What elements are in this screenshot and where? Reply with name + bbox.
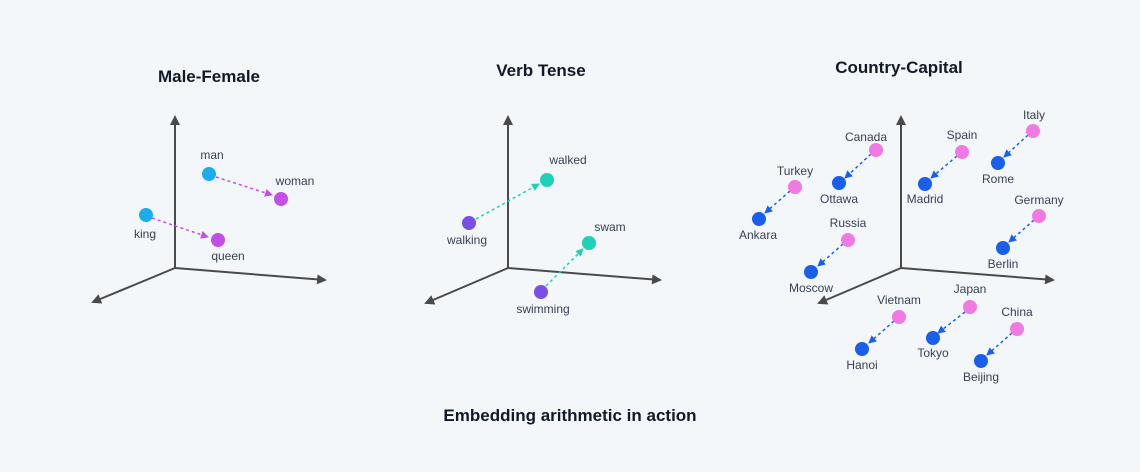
axes xyxy=(91,115,327,304)
panel-country-capital: Country-Capital xyxy=(739,58,1064,384)
panel-verb-tense: Verb Tense walked walking swam swimming xyxy=(424,61,662,316)
point-japan xyxy=(963,300,977,314)
italy-to-rome-arrow xyxy=(1003,134,1029,158)
axes xyxy=(424,115,662,305)
label-spain: Spain xyxy=(947,128,978,142)
label-germany: Germany xyxy=(1014,193,1063,207)
label-japan: Japan xyxy=(954,282,987,296)
point-ottawa xyxy=(832,176,846,190)
label-tokyo: Tokyo xyxy=(917,346,949,360)
label-madrid: Madrid xyxy=(907,192,944,206)
footer-caption: Embedding arithmetic in action xyxy=(443,406,696,425)
label-canada: Canada xyxy=(845,130,887,144)
panel-title: Male-Female xyxy=(158,67,260,86)
point-germany xyxy=(1032,209,1046,223)
point-madrid xyxy=(918,177,932,191)
panel-title: Country-Capital xyxy=(835,58,963,77)
point-berlin xyxy=(996,241,1010,255)
label-turkey: Turkey xyxy=(777,164,813,178)
man-to-woman-arrow xyxy=(215,176,273,197)
label-china: China xyxy=(1001,305,1033,319)
germany-to-berlin-arrow xyxy=(1008,219,1035,243)
panel-title: Verb Tense xyxy=(496,61,585,80)
point-turkey xyxy=(788,180,802,194)
point-man xyxy=(202,167,216,181)
point-walking xyxy=(462,216,476,230)
z-axis xyxy=(817,267,902,305)
label-russia: Russia xyxy=(830,216,867,230)
point-moscow xyxy=(804,265,818,279)
swimming-to-swam-arrow xyxy=(545,248,584,287)
label-vietnam: Vietnam xyxy=(877,293,921,307)
point-swimming xyxy=(534,285,548,299)
point-tokyo xyxy=(926,331,940,345)
z-axis xyxy=(91,267,176,304)
x-axis xyxy=(507,267,662,285)
label-italy: Italy xyxy=(1023,108,1045,122)
canada-to-ottawa-arrow xyxy=(844,153,872,179)
label-queen: queen xyxy=(211,249,244,263)
point-rome xyxy=(991,156,1005,170)
label-beijing: Beijing xyxy=(963,370,999,384)
point-canada xyxy=(869,143,883,157)
z-axis xyxy=(424,267,509,305)
point-ankara xyxy=(752,212,766,226)
point-italy xyxy=(1026,124,1040,138)
walking-to-walked-arrow xyxy=(475,183,540,220)
turkey-to-ankara-arrow xyxy=(764,190,791,214)
point-woman xyxy=(274,192,288,206)
point-walked xyxy=(540,173,554,187)
point-beijing xyxy=(974,354,988,368)
vietnam-to-hanoi-arrow xyxy=(868,320,895,344)
point-swam xyxy=(582,236,596,250)
point-spain xyxy=(955,145,969,159)
russia-to-moscow-arrow xyxy=(817,243,844,267)
point-china xyxy=(1010,322,1024,336)
axes xyxy=(817,115,1055,305)
point-hanoi xyxy=(855,342,869,356)
label-moscow: Moscow xyxy=(789,281,833,295)
china-to-beijing-arrow xyxy=(986,332,1013,356)
label-king: king xyxy=(134,227,156,241)
label-man: man xyxy=(200,148,223,162)
label-rome: Rome xyxy=(982,172,1014,186)
x-axis xyxy=(174,267,327,285)
japan-to-tokyo-arrow xyxy=(937,311,966,334)
panel-male-female: Male-Female man woman king queen xyxy=(91,67,327,304)
spain-to-madrid-arrow xyxy=(930,155,958,179)
point-vietnam xyxy=(892,310,906,324)
label-swam: swam xyxy=(594,220,625,234)
king-to-queen-arrow xyxy=(151,217,209,239)
label-swimming: swimming xyxy=(516,302,569,316)
point-russia xyxy=(841,233,855,247)
label-walked: walked xyxy=(548,153,586,167)
label-walking: walking xyxy=(446,233,487,247)
label-hanoi: Hanoi xyxy=(846,358,877,372)
point-king xyxy=(139,208,153,222)
label-ottawa: Ottawa xyxy=(820,192,858,206)
point-queen xyxy=(211,233,225,247)
x-axis xyxy=(900,267,1055,285)
label-woman: woman xyxy=(275,174,315,188)
label-ankara: Ankara xyxy=(739,228,777,242)
label-berlin: Berlin xyxy=(988,257,1019,271)
